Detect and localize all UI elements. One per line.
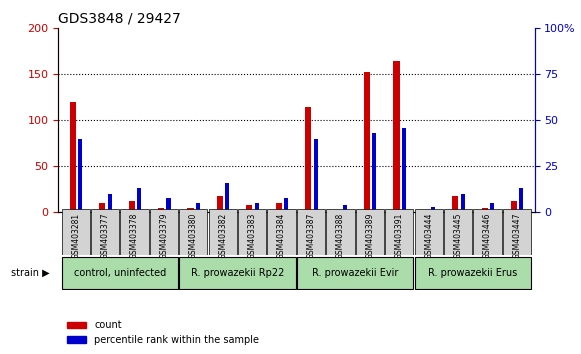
Bar — [490, 203, 494, 212]
Bar — [246, 205, 253, 212]
FancyBboxPatch shape — [180, 209, 207, 255]
FancyBboxPatch shape — [327, 209, 354, 255]
Bar — [284, 198, 288, 212]
Text: GSM403379: GSM403379 — [159, 212, 168, 259]
Bar — [137, 188, 141, 212]
Bar — [452, 196, 458, 212]
Bar — [431, 207, 435, 212]
FancyBboxPatch shape — [120, 209, 149, 255]
FancyBboxPatch shape — [356, 209, 384, 255]
Legend: count, percentile rank within the sample: count, percentile rank within the sample — [63, 316, 263, 349]
Bar — [335, 210, 340, 212]
Bar — [393, 61, 400, 212]
FancyBboxPatch shape — [209, 209, 237, 255]
FancyBboxPatch shape — [414, 209, 443, 255]
Bar — [254, 203, 259, 212]
Text: GSM403389: GSM403389 — [365, 212, 374, 259]
Text: GSM403281: GSM403281 — [71, 212, 80, 259]
Bar — [188, 208, 193, 212]
Text: GSM403377: GSM403377 — [101, 212, 110, 259]
Bar — [167, 198, 171, 212]
Bar — [372, 133, 376, 212]
Bar — [482, 208, 488, 212]
Bar — [99, 203, 105, 212]
Text: GSM403380: GSM403380 — [189, 212, 198, 259]
Text: GDS3848 / 29427: GDS3848 / 29427 — [58, 12, 181, 26]
Text: GSM403384: GSM403384 — [277, 212, 286, 259]
Text: R. prowazekii Evir: R. prowazekii Evir — [312, 268, 399, 278]
FancyBboxPatch shape — [91, 209, 119, 255]
Text: GSM403387: GSM403387 — [307, 212, 315, 259]
Bar — [364, 73, 370, 212]
Text: R. prowazekii Erus: R. prowazekii Erus — [428, 268, 518, 278]
FancyBboxPatch shape — [414, 257, 531, 289]
FancyBboxPatch shape — [267, 209, 296, 255]
Bar — [519, 188, 523, 212]
Bar — [314, 139, 318, 212]
Bar — [78, 139, 83, 212]
FancyBboxPatch shape — [297, 257, 413, 289]
Bar — [461, 194, 465, 212]
FancyBboxPatch shape — [297, 209, 325, 255]
Bar — [158, 208, 164, 212]
FancyBboxPatch shape — [474, 209, 501, 255]
FancyBboxPatch shape — [150, 209, 178, 255]
FancyBboxPatch shape — [62, 209, 90, 255]
Bar — [276, 203, 282, 212]
Bar — [423, 210, 429, 212]
Text: R. prowazekii Rp22: R. prowazekii Rp22 — [191, 268, 284, 278]
Text: control, uninfected: control, uninfected — [74, 268, 166, 278]
Bar — [401, 128, 406, 212]
Bar — [217, 196, 223, 212]
Bar — [70, 102, 76, 212]
Text: strain ▶: strain ▶ — [11, 268, 49, 278]
Text: GSM403382: GSM403382 — [218, 212, 227, 259]
Bar — [128, 201, 135, 212]
Bar — [196, 203, 200, 212]
Text: GSM403447: GSM403447 — [512, 212, 521, 259]
FancyBboxPatch shape — [385, 209, 413, 255]
FancyBboxPatch shape — [444, 209, 472, 255]
FancyBboxPatch shape — [62, 257, 178, 289]
Bar — [343, 205, 347, 212]
Bar — [305, 107, 311, 212]
Text: GSM403383: GSM403383 — [248, 212, 257, 259]
FancyBboxPatch shape — [503, 209, 531, 255]
Text: GSM403391: GSM403391 — [394, 212, 404, 259]
Text: GSM403446: GSM403446 — [483, 212, 492, 259]
Text: GSM403388: GSM403388 — [336, 212, 345, 259]
FancyBboxPatch shape — [238, 209, 266, 255]
Bar — [225, 183, 229, 212]
Text: GSM403445: GSM403445 — [454, 212, 462, 259]
FancyBboxPatch shape — [180, 257, 296, 289]
Bar — [107, 194, 112, 212]
Text: GSM403378: GSM403378 — [130, 212, 139, 259]
Text: GSM403444: GSM403444 — [424, 212, 433, 259]
Bar — [511, 201, 517, 212]
